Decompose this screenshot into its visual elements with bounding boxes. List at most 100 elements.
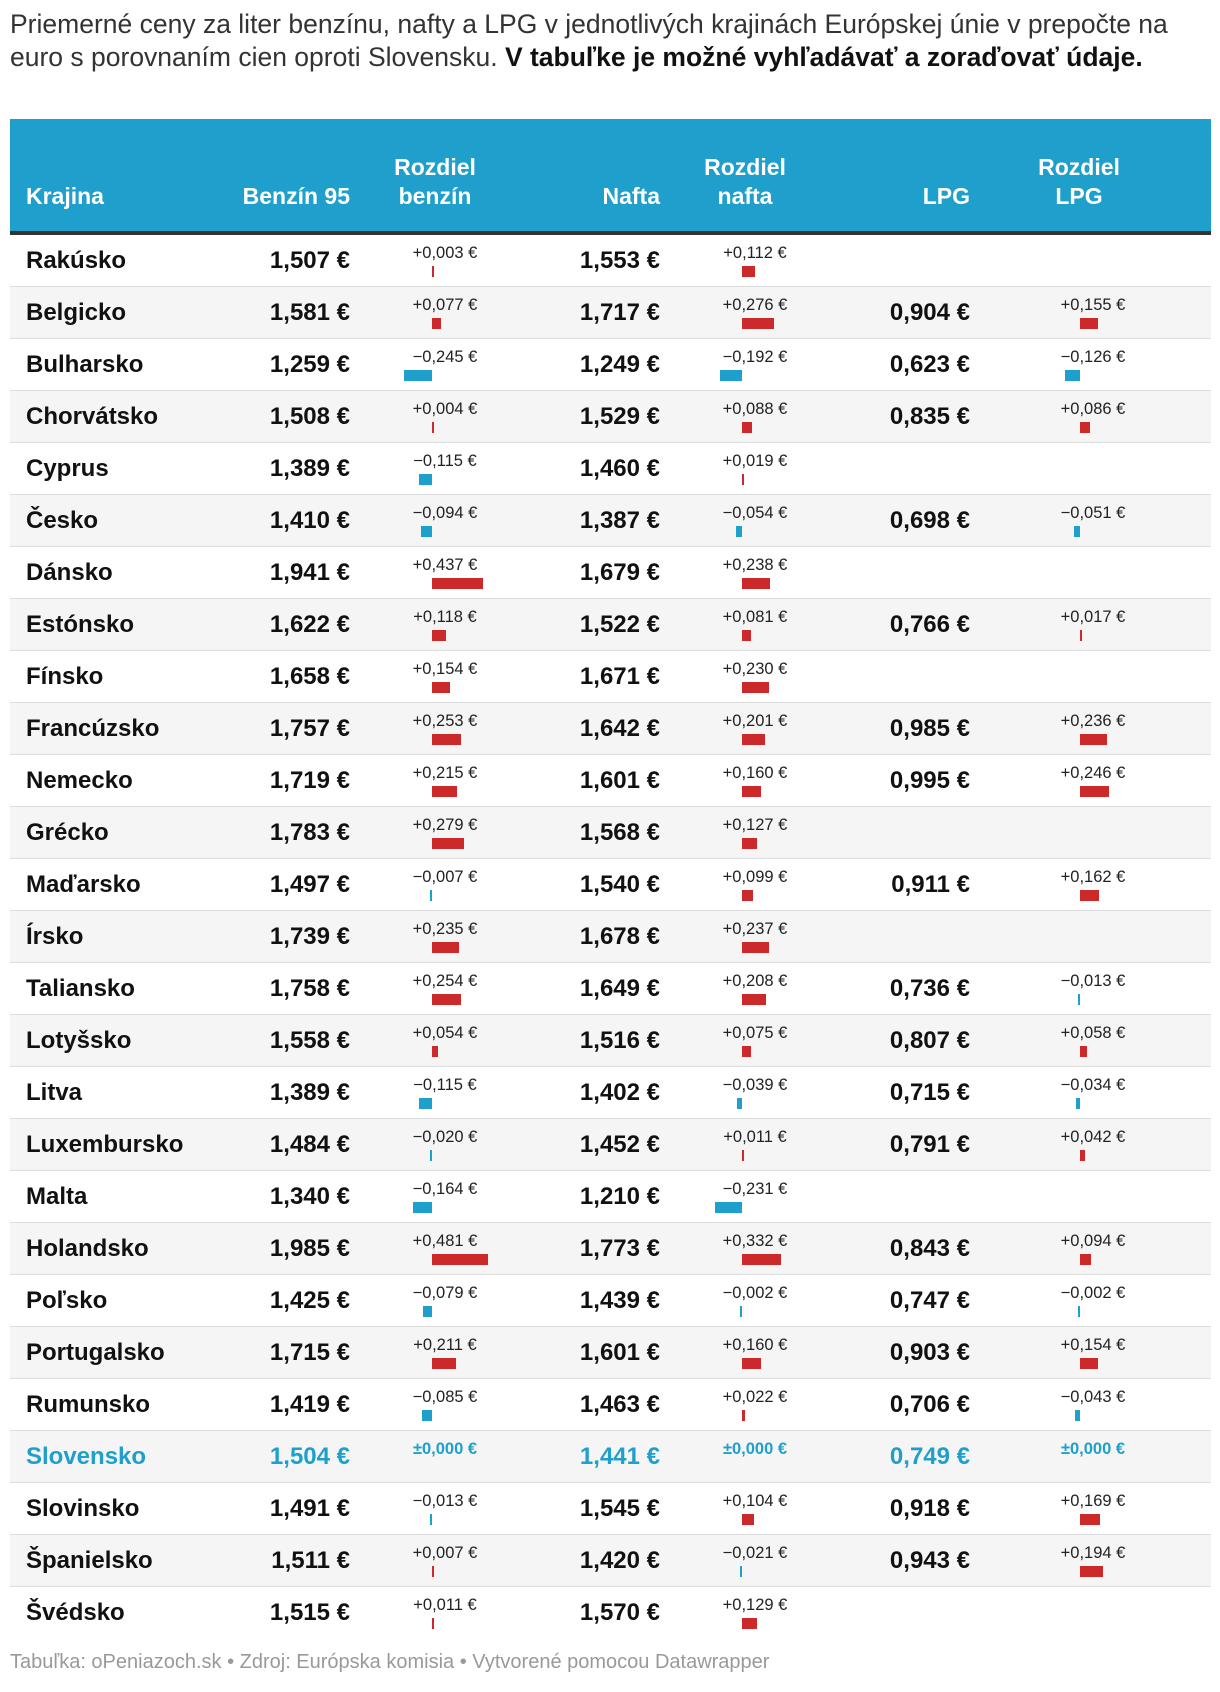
table-row: Belgicko 1,581 € +0,077 € 1,717 € +0,276 € 0,… bbox=[10, 286, 1211, 339]
table-body: Rakúsko 1,507 € +0,003 € 1,553 € +0,112 € Bel… bbox=[10, 233, 1211, 1638]
lpg-diff-cell: +0,155 € bbox=[970, 286, 1211, 339]
col-header-lpg-diff[interactable]: Rozdiel LPG bbox=[970, 119, 1211, 235]
diesel-diff-block: +0,104 € bbox=[705, 1491, 805, 1526]
table-row: Slovensko 1,504 € ±0,000 € 1,441 € ±0,000 € 0… bbox=[10, 1430, 1211, 1483]
petrol-diff-cell: +0,279 € bbox=[350, 806, 520, 859]
petrol-diff-bar-track bbox=[395, 1358, 495, 1370]
petrol-diff-bar bbox=[418, 474, 432, 485]
lpg-diff-cell: −0,043 € bbox=[970, 1378, 1211, 1431]
petrol-diff-label: +0,279 € bbox=[412, 816, 478, 834]
lpg-diff-cell: −0,051 € bbox=[970, 494, 1211, 547]
petrol-diff-cell: ±0,000 € bbox=[350, 1430, 520, 1483]
diesel-diff-label: +0,276 € bbox=[722, 296, 788, 314]
petrol-diff-label: +0,254 € bbox=[412, 972, 478, 990]
diesel-price-cell: 1,463 € bbox=[520, 1378, 660, 1431]
table-row: Francúzsko 1,757 € +0,253 € 1,642 € +0,201 €… bbox=[10, 702, 1211, 755]
country-cell: Bulharsko bbox=[10, 338, 210, 391]
petrol-diff-block: +0,481 € bbox=[395, 1231, 495, 1266]
petrol-diff-bar bbox=[432, 838, 465, 849]
petrol-diff-bar bbox=[432, 266, 434, 277]
petrol-diff-cell: −0,007 € bbox=[350, 858, 520, 911]
lpg-diff-label: +0,169 € bbox=[1060, 1492, 1126, 1510]
table-header: Krajina Benzín 95 Rozdiel benzín Nafta R… bbox=[10, 119, 1211, 235]
lpg-diff-cell bbox=[970, 650, 1211, 703]
col-header-country[interactable]: Krajina bbox=[10, 119, 210, 235]
petrol-diff-block: +0,254 € bbox=[395, 971, 495, 1006]
col-header-diesel-diff[interactable]: Rozdiel nafta bbox=[660, 119, 830, 235]
petrol-diff-block: −0,115 € bbox=[395, 1075, 495, 1110]
lpg-diff-bar bbox=[1075, 1410, 1080, 1421]
lpg-diff-bar bbox=[1080, 1254, 1091, 1265]
diesel-diff-cell: +0,099 € bbox=[660, 858, 830, 911]
diesel-diff-label: +0,129 € bbox=[722, 1596, 788, 1614]
petrol-diff-bar bbox=[432, 1358, 457, 1369]
col-header-diesel[interactable]: Nafta bbox=[520, 119, 660, 235]
table-row: Malta 1,340 € −0,164 € 1,210 € −0,231 € bbox=[10, 1170, 1211, 1223]
diesel-diff-cell: +0,237 € bbox=[660, 910, 830, 963]
lpg-price-cell bbox=[830, 546, 970, 599]
diesel-diff-block: +0,081 € bbox=[705, 607, 805, 642]
petrol-diff-bar-track bbox=[395, 1150, 495, 1162]
diesel-price-cell: 1,545 € bbox=[520, 1482, 660, 1535]
petrol-diff-label: +0,235 € bbox=[412, 920, 478, 938]
petrol-price-cell: 1,757 € bbox=[210, 702, 350, 755]
table-row: Poľsko 1,425 € −0,079 € 1,439 € −0,002 € 0,74… bbox=[10, 1274, 1211, 1327]
country-cell: Luxembursko bbox=[10, 1118, 210, 1171]
diesel-diff-label: +0,160 € bbox=[722, 764, 788, 782]
diesel-diff-cell: +0,230 € bbox=[660, 650, 830, 703]
diesel-diff-bar-track bbox=[705, 422, 805, 434]
petrol-diff-label: +0,007 € bbox=[412, 1544, 478, 1562]
petrol-diff-label: −0,007 € bbox=[412, 868, 478, 886]
diesel-diff-bar-track bbox=[705, 1514, 805, 1526]
petrol-diff-cell: +0,437 € bbox=[350, 546, 520, 599]
petrol-diff-block: −0,079 € bbox=[395, 1283, 495, 1318]
petrol-diff-bar-track bbox=[395, 838, 495, 850]
lpg-diff-cell: +0,086 € bbox=[970, 390, 1211, 443]
petrol-diff-bar bbox=[422, 1410, 432, 1421]
lpg-diff-bar bbox=[1080, 422, 1090, 433]
petrol-price-cell: 1,622 € bbox=[210, 598, 350, 651]
petrol-diff-bar-track bbox=[395, 526, 495, 538]
petrol-diff-label: +0,154 € bbox=[412, 660, 478, 678]
col-header-petrol[interactable]: Benzín 95 bbox=[210, 119, 350, 235]
col-header-lpg[interactable]: LPG bbox=[830, 119, 970, 235]
lpg-diff-label: −0,034 € bbox=[1060, 1076, 1126, 1094]
fuel-price-table: Krajina Benzín 95 Rozdiel benzín Nafta R… bbox=[10, 119, 1211, 1638]
petrol-diff-cell: +0,054 € bbox=[350, 1014, 520, 1067]
lpg-price-cell: 0,747 € bbox=[830, 1274, 970, 1327]
diesel-price-cell: 1,210 € bbox=[520, 1170, 660, 1223]
diesel-diff-bar-track bbox=[705, 630, 805, 642]
petrol-price-cell: 1,504 € bbox=[210, 1430, 350, 1483]
col-header-diesel-diff-label: Rozdiel nafta bbox=[704, 154, 786, 209]
diesel-diff-block: −0,021 € bbox=[705, 1543, 805, 1578]
diesel-diff-bar bbox=[742, 630, 752, 641]
country-cell: Slovensko bbox=[10, 1430, 210, 1483]
diesel-diff-label: +0,112 € bbox=[723, 244, 787, 262]
diesel-price-cell: 1,540 € bbox=[520, 858, 660, 911]
diesel-price-cell: 1,553 € bbox=[520, 233, 660, 287]
petrol-diff-label: −0,079 € bbox=[412, 1284, 478, 1302]
lpg-diff-bar bbox=[1080, 734, 1108, 745]
table-row: Cyprus 1,389 € −0,115 € 1,460 € +0,019 € bbox=[10, 442, 1211, 495]
col-header-petrol-diff[interactable]: Rozdiel benzín bbox=[350, 119, 520, 235]
lpg-diff-cell: +0,169 € bbox=[970, 1482, 1211, 1535]
diesel-diff-cell: −0,231 € bbox=[660, 1170, 830, 1223]
table-row: Nemecko 1,719 € +0,215 € 1,601 € +0,160 € 0,9… bbox=[10, 754, 1211, 807]
country-cell: Rumunsko bbox=[10, 1378, 210, 1431]
country-cell: Česko bbox=[10, 494, 210, 547]
lpg-diff-bar-track bbox=[1043, 1358, 1143, 1370]
petrol-diff-label: −0,164 € bbox=[412, 1180, 478, 1198]
diesel-diff-cell: +0,332 € bbox=[660, 1222, 830, 1275]
country-cell: Španielsko bbox=[10, 1534, 210, 1587]
diesel-diff-bar bbox=[742, 838, 757, 849]
diesel-diff-cell: −0,002 € bbox=[660, 1274, 830, 1327]
lpg-price-cell: 0,843 € bbox=[830, 1222, 970, 1275]
lpg-diff-label: ±0,000 € bbox=[1060, 1440, 1126, 1458]
petrol-diff-label: +0,215 € bbox=[412, 764, 478, 782]
lpg-price-cell bbox=[830, 806, 970, 859]
diesel-diff-bar-track bbox=[705, 1618, 805, 1630]
petrol-diff-cell: +0,481 € bbox=[350, 1222, 520, 1275]
petrol-price-cell: 1,497 € bbox=[210, 858, 350, 911]
lpg-price-cell: 0,918 € bbox=[830, 1482, 970, 1535]
